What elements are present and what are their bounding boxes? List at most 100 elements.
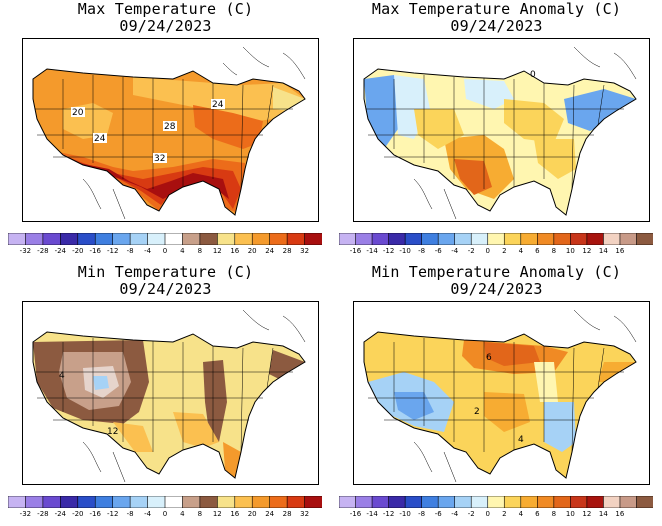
legend-tick-label: 4 — [518, 247, 524, 255]
legend-tick-label: 24 — [265, 510, 275, 518]
legend-swatch — [182, 233, 201, 245]
legend-tick-label: -8 — [418, 247, 426, 255]
legend-tick-label: 4 — [180, 247, 185, 255]
legend-tick-label: 8 — [197, 247, 203, 255]
legend-swatch — [437, 496, 456, 508]
legend-swatch — [94, 233, 114, 245]
panel-title: Min Temperature Anomaly (C) — [371, 263, 622, 281]
legend-tick-labels: -32 -28 -24 -20 -16 -12 -8 -4 0 4 8 12 16 20 24 28 32 — [8, 510, 322, 520]
legend-swatch — [164, 496, 184, 508]
legend-swatch — [603, 496, 621, 508]
legend-tick-label: -28 — [37, 510, 49, 518]
legend-swatch — [404, 496, 423, 508]
legend-swatch — [304, 496, 322, 508]
legend-tick-label: -10 — [399, 510, 411, 518]
legend-swatch — [147, 233, 166, 245]
legend-swatch — [487, 233, 505, 245]
legend-swatch — [199, 496, 218, 508]
min-temperature-panel: Min Temperature (C) 09/24/2023 — [0, 263, 331, 526]
legend-swatch — [454, 233, 472, 245]
legend-tick-label: 0 — [162, 247, 168, 255]
legend-swatch — [636, 233, 653, 245]
legend-swatch — [503, 233, 522, 245]
legend-tick-label: 16 — [615, 247, 625, 255]
legend-tick-label: 6 — [535, 247, 540, 255]
legend-tick-label: -12 — [382, 247, 395, 255]
legend-tick-label: 20 — [247, 510, 257, 518]
legend-swatch — [234, 496, 253, 508]
legend-swatch — [339, 233, 357, 245]
legend-swatch — [503, 496, 522, 508]
legend-tick-label: -2 — [467, 510, 475, 518]
legend-swatch — [553, 496, 571, 508]
legend-tick-label: 24 — [265, 247, 275, 255]
legend-tick-label: 0 — [162, 510, 168, 518]
legend-tick-label: 6 — [535, 510, 540, 518]
legend-tick-label: -32 — [19, 510, 32, 518]
legend-tick-label: 16 — [615, 510, 625, 518]
legend-tick-label: -10 — [399, 247, 411, 255]
panel-date: 09/24/2023 — [450, 280, 543, 298]
legend-tick-label: -4 — [451, 510, 459, 518]
legend-swatch — [234, 233, 253, 245]
legend-tick-label: -12 — [106, 247, 119, 255]
legend-swatch — [421, 496, 439, 508]
legend-swatch — [129, 496, 149, 508]
isotherm-label: 12 — [107, 427, 118, 437]
legend-swatch — [269, 496, 288, 508]
panel-date: 09/24/2023 — [119, 17, 212, 35]
legend-tick-label: 12 — [582, 510, 592, 518]
legend-swatch — [404, 233, 423, 245]
legend-tick-label: 16 — [230, 510, 240, 518]
legend-tick-label: 14 — [598, 247, 608, 255]
legend-tick-label: -32 — [19, 247, 32, 255]
legend-tick-label: -4 — [144, 510, 152, 518]
legend-tick-label: 12 — [212, 247, 222, 255]
isotherm-label: 32 — [154, 154, 165, 164]
legend-tick-label: -14 — [366, 247, 378, 255]
legend-swatch — [619, 233, 638, 245]
legend-tick-label: 20 — [247, 247, 257, 255]
color-legend-bar — [339, 233, 653, 245]
legend-tick-label: -4 — [144, 247, 152, 255]
legend-tick-labels: -16 -14 -12 -10 -8 -6 -4 -2 0 2 4 6 8 10 12 14 16 — [339, 510, 653, 520]
legend-swatch — [251, 496, 271, 508]
legend-swatch — [553, 233, 571, 245]
legend-tick-label: -12 — [382, 510, 395, 518]
legend-tick-label: -8 — [126, 510, 134, 518]
legend-swatch — [355, 233, 373, 245]
legend-swatch — [217, 233, 236, 245]
isotherm-label: 4 — [59, 371, 65, 381]
legend-swatch — [147, 496, 166, 508]
legend-tick-label: 32 — [300, 510, 310, 518]
legend-tick-label: 4 — [518, 510, 524, 518]
legend-tick-label: 0 — [485, 247, 490, 255]
legend-swatch — [286, 233, 306, 245]
legend-tick-label: 8 — [197, 510, 203, 518]
legend-tick-label: -16 — [349, 510, 362, 518]
legend-tick-label: 8 — [551, 247, 557, 255]
legend-swatch — [77, 233, 96, 245]
legend-tick-label: -28 — [37, 247, 49, 255]
min-temperature-map: 4 12 — [22, 301, 319, 485]
legend-swatch — [217, 496, 236, 508]
panel-title: Max Temperature (C) — [77, 0, 254, 18]
max-temperature-map: 20 24 28 24 32 — [22, 38, 319, 222]
legend-tick-label: -4 — [451, 247, 459, 255]
legend-swatch — [537, 496, 555, 508]
legend-swatch — [112, 233, 131, 245]
isotherm-label: 24 — [212, 100, 224, 110]
legend-swatch — [388, 233, 406, 245]
panel-title: Min Temperature (C) — [77, 263, 254, 281]
legend-swatch — [25, 233, 44, 245]
legend-tick-label: 10 — [565, 510, 575, 518]
legend-swatch — [94, 496, 114, 508]
legend-swatch — [520, 496, 538, 508]
legend-swatch — [77, 496, 96, 508]
min-temperature-anomaly-panel: Min Temperature Anomaly (C) 09/24/2023 — [331, 263, 662, 526]
legend-tick-label: -16 — [89, 247, 101, 255]
legend-swatch — [199, 233, 218, 245]
isotherm-label: 24 — [94, 134, 106, 144]
legend-swatch — [60, 233, 79, 245]
legend-tick-label: -6 — [434, 247, 442, 255]
